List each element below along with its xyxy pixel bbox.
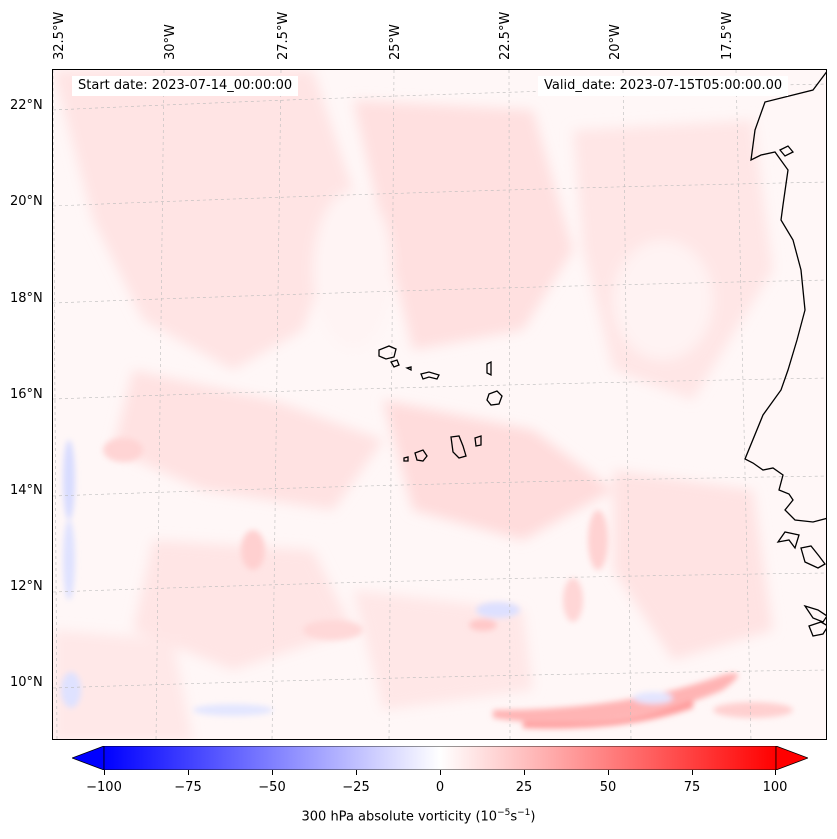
colorbar-label: 300 hPa absolute vorticity (10−5s−1) [301,808,536,825]
island-brava [403,456,409,462]
colorbar-gradient [103,746,777,770]
lon-label-22.5W: 22.5°W [498,11,513,60]
island-santo-antao [378,345,397,360]
island-santiago [450,435,467,459]
graticule [53,70,826,739]
island-sao-vicente [390,359,400,368]
lat-label-14N: 14°N [10,483,43,498]
vorticity-map [52,69,827,740]
colorbar-tick-label: −25 [342,780,370,795]
vorticity-field [53,70,773,739]
valid-date-label: Valid_date: 2023-07-15T05:00:00.00 [538,76,789,96]
colorbar-tick-label: 100 [762,780,788,795]
colorbar-tickmark [524,770,525,775]
lat-label-18N: 18°N [10,291,43,306]
island-sao-nicolau [420,371,440,380]
lat-label-22N: 22°N [10,98,43,113]
lon-label-17.5W: 17.5°W [720,11,735,60]
island-maio [474,435,482,447]
vorticity-colorbar [72,746,808,770]
cape-verde-islands [378,345,503,462]
colorbar-tick-label: 75 [683,780,701,795]
colorbar-min-extend [72,746,105,770]
lat-label-12N: 12°N [10,579,43,594]
colorbar-tick-label: 50 [599,780,617,795]
map-canvas [53,70,826,739]
colorbar-tick-label: −50 [258,780,286,795]
lon-label-27.5W: 27.5°W [276,11,291,60]
colorbar-tickmark [440,770,441,775]
start-date-label: Start date: 2023-07-14_00:00:00 [72,76,299,96]
lon-label-30W: 30°W [163,24,178,60]
colorbar-tickmark [775,770,776,775]
island-sal [486,360,492,377]
africa-coastline [744,71,826,637]
lat-label-10N: 10°N [10,675,43,690]
colorbar-tickmark [104,770,105,775]
island-fogo [414,449,428,462]
lon-label-32.5W: 32.5°W [52,11,67,60]
colorbar-tick-label: 25 [515,780,533,795]
lon-label-20W: 20°W [608,24,623,60]
vorticity-strong-features [61,438,793,729]
colorbar-max-extend [775,746,808,770]
colorbar-tick-label: −100 [86,780,122,795]
colorbar-tickmark [692,770,693,775]
colorbar-tickmark [356,770,357,775]
island-santa-luzia [405,366,412,372]
colorbar-tick-label: −75 [174,780,202,795]
lat-label-16N: 16°N [10,387,43,402]
lon-label-25W: 25°W [388,24,403,60]
colorbar-tickmark [272,770,273,775]
lat-label-20N: 20°N [10,194,43,209]
island-boa-vista [486,390,503,406]
colorbar-tick-label: 0 [435,780,445,795]
colorbar-tickmark [608,770,609,775]
colorbar-tickmark [188,770,189,775]
